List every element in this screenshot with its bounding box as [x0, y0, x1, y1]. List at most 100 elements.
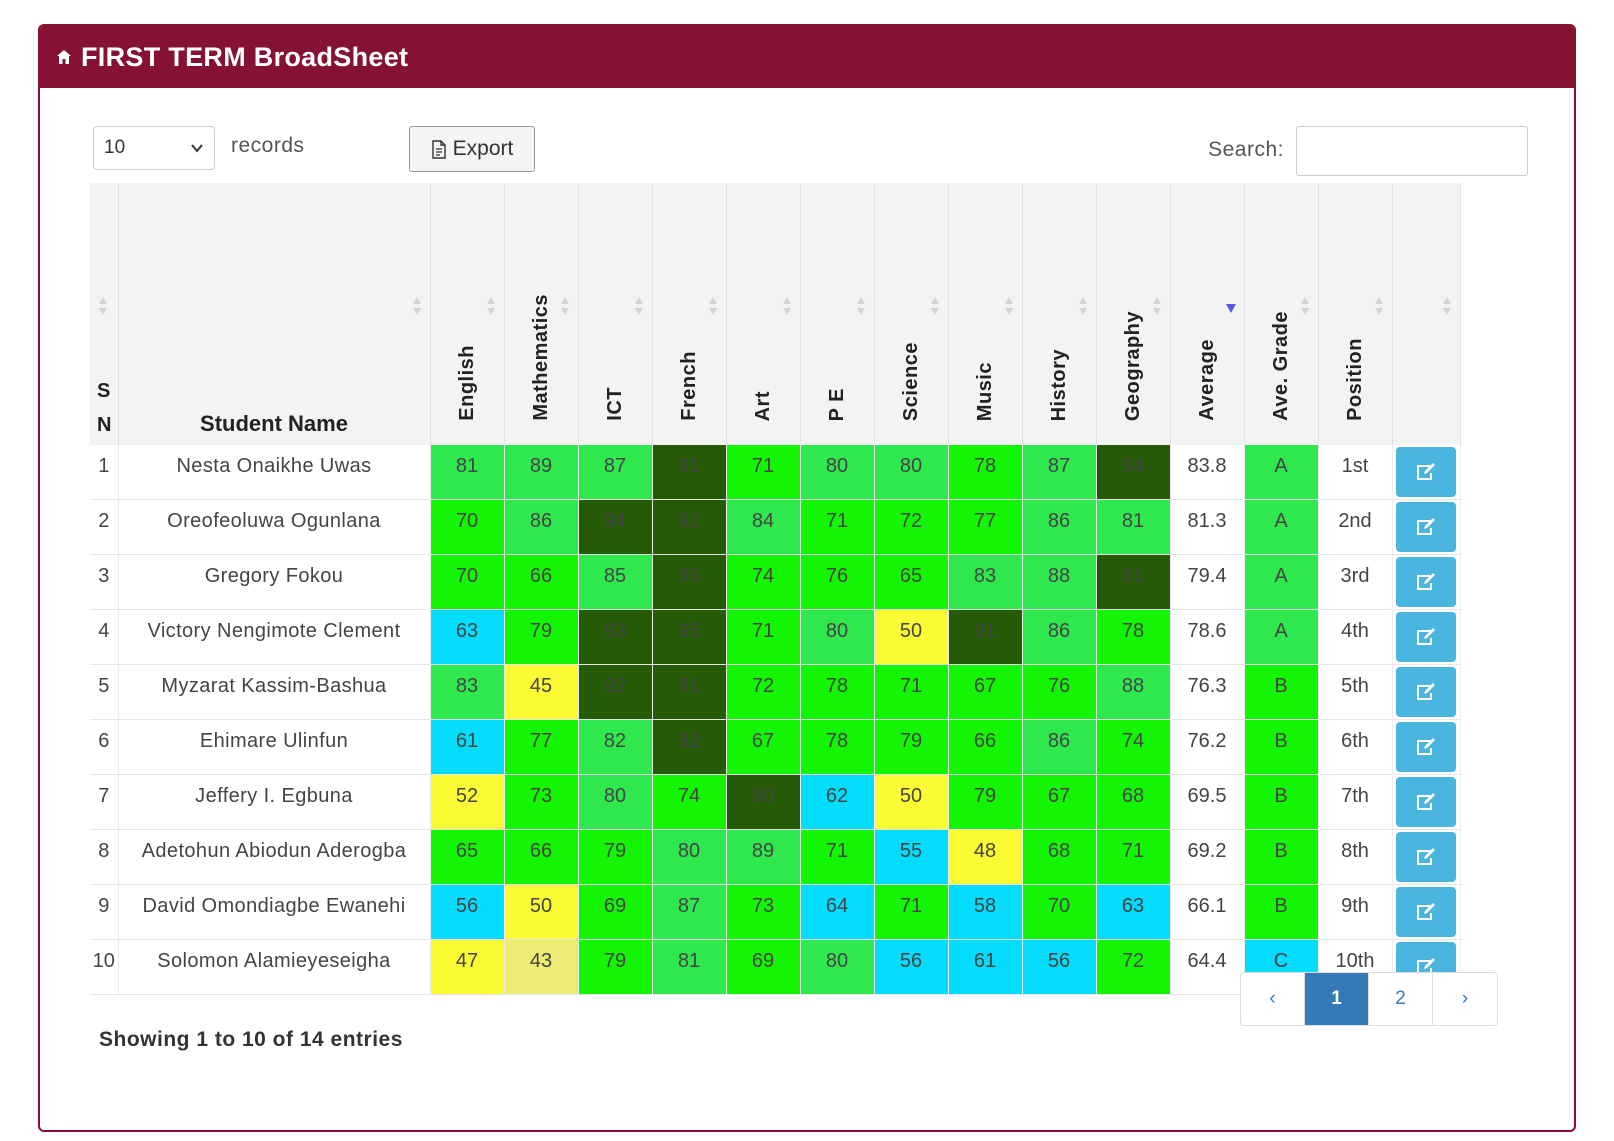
score-cell-value: 86 [1047, 730, 1071, 752]
sort-icon [782, 297, 791, 315]
average-cell-value: 81.3 [1187, 510, 1227, 532]
records-per-page-select[interactable]: 10 [93, 126, 215, 170]
edit-icon [1417, 903, 1435, 920]
search-input[interactable] [1296, 126, 1528, 176]
score-cell-value: 91 [677, 675, 701, 697]
edit-button[interactable] [1396, 722, 1456, 772]
score-cell-value: 67 [1047, 785, 1071, 807]
page-title: FIRST TERM BroadSheet [81, 41, 409, 72]
score-cell-value: 64 [825, 895, 849, 917]
column-header-p-e-label: P E [825, 387, 848, 421]
score-cell: 91 [948, 609, 1023, 665]
score-cell: 80 [800, 609, 875, 665]
action-cell [1392, 829, 1461, 885]
pagination-page-1[interactable]: 1 [1305, 973, 1369, 1025]
serial-number-cell: 7 [90, 774, 119, 830]
score-cell: 69 [726, 939, 801, 995]
score-cell: 50 [874, 774, 949, 830]
score-cell-value: 87 [1047, 455, 1071, 477]
score-cell: 66 [504, 554, 579, 610]
serial-number-cell-value: 8 [98, 840, 110, 862]
score-cell-value: 79 [603, 950, 627, 972]
column-header-history-label: History [1047, 348, 1070, 421]
average-cell-value: 76.3 [1187, 675, 1227, 697]
grade-cell-value: B [1274, 895, 1288, 917]
score-cell-value: 65 [455, 840, 479, 862]
score-cell-value: 73 [751, 895, 775, 917]
grade-cell: B [1244, 664, 1319, 720]
score-cell: 50 [504, 884, 579, 940]
position-cell-value: 10th [1335, 950, 1375, 972]
column-header-mathematics[interactable]: Mathematics [504, 183, 579, 445]
column-header-sn[interactable]: S N [90, 183, 119, 445]
average-cell: 64.4 [1170, 939, 1245, 995]
column-header-action[interactable] [1392, 183, 1461, 445]
column-header-ict[interactable]: ICT [578, 183, 653, 445]
score-cell: 50 [874, 609, 949, 665]
score-cell: 70 [430, 554, 505, 610]
score-cell: 92 [652, 719, 727, 775]
file-export-icon [431, 139, 446, 159]
edit-button[interactable] [1396, 557, 1456, 607]
score-cell: 91 [652, 664, 727, 720]
column-header-science[interactable]: Science [874, 183, 949, 445]
student-name-cell-value: Myzarat Kassim-Bashua [161, 675, 387, 697]
student-name-cell-value: Adetohun Abiodun Aderogba [141, 840, 407, 862]
score-cell-value: 62 [825, 785, 849, 807]
serial-number-cell-value: 9 [98, 895, 110, 917]
column-header-student-name[interactable]: Student Name [118, 183, 431, 445]
column-header-english-label: English [455, 345, 478, 421]
column-header-geography[interactable]: Geography [1096, 183, 1171, 445]
sort-icon [412, 297, 421, 315]
student-name-cell: Ehimare Ulinfun [118, 719, 431, 775]
column-header-history[interactable]: History [1022, 183, 1097, 445]
score-cell: 80 [578, 774, 653, 830]
score-cell-value: 92 [603, 675, 627, 697]
column-header-p-e[interactable]: P E [800, 183, 875, 445]
column-header-average[interactable]: Average [1170, 183, 1245, 445]
pagination-next[interactable]: › [1433, 973, 1497, 1025]
sort-desc-icon [1225, 304, 1236, 313]
score-cell-value: 47 [455, 950, 479, 972]
score-cell-value: 73 [529, 785, 553, 807]
grade-cell: A [1244, 445, 1319, 500]
score-cell: 79 [578, 829, 653, 885]
edit-button[interactable] [1396, 777, 1456, 827]
score-cell: 47 [430, 939, 505, 995]
panel-header: FIRST TERM BroadSheet [40, 26, 1574, 88]
column-header-art-label: Art [751, 390, 774, 421]
edit-button[interactable] [1396, 447, 1456, 497]
score-cell: 67 [726, 719, 801, 775]
column-header-art[interactable]: Art [726, 183, 801, 445]
column-header-french[interactable]: French [652, 183, 727, 445]
edit-button[interactable] [1396, 667, 1456, 717]
score-cell: 62 [800, 774, 875, 830]
pagination-prev[interactable]: ‹ [1241, 973, 1305, 1025]
score-cell-value: 48 [973, 840, 997, 862]
score-cell-value: 50 [899, 785, 923, 807]
edit-button[interactable] [1396, 832, 1456, 882]
column-header-position[interactable]: Position [1318, 183, 1393, 445]
column-header-english[interactable]: English [430, 183, 505, 445]
score-cell-value: 50 [899, 620, 923, 642]
pagination-page-2[interactable]: 2 [1369, 973, 1433, 1025]
column-header-ave-grade[interactable]: Ave. Grade [1244, 183, 1319, 445]
score-cell: 71 [726, 445, 801, 500]
edit-button[interactable] [1396, 502, 1456, 552]
average-cell: 69.5 [1170, 774, 1245, 830]
sort-icon [1374, 297, 1383, 315]
edit-button[interactable] [1396, 887, 1456, 937]
score-cell-value: 86 [529, 510, 553, 532]
score-cell-value: 70 [455, 565, 479, 587]
column-header-music[interactable]: Music [948, 183, 1023, 445]
score-cell-value: 92 [677, 730, 701, 752]
position-cell-value: 6th [1341, 730, 1369, 752]
score-cell-value: 78 [825, 675, 849, 697]
export-label: Export [452, 137, 514, 160]
action-cell [1392, 774, 1461, 830]
score-cell-value: 80 [825, 455, 849, 477]
export-button[interactable]: Export [409, 126, 535, 172]
student-name-cell-value: Ehimare Ulinfun [199, 730, 349, 752]
edit-button[interactable] [1396, 612, 1456, 662]
serial-number-cell: 5 [90, 664, 119, 720]
